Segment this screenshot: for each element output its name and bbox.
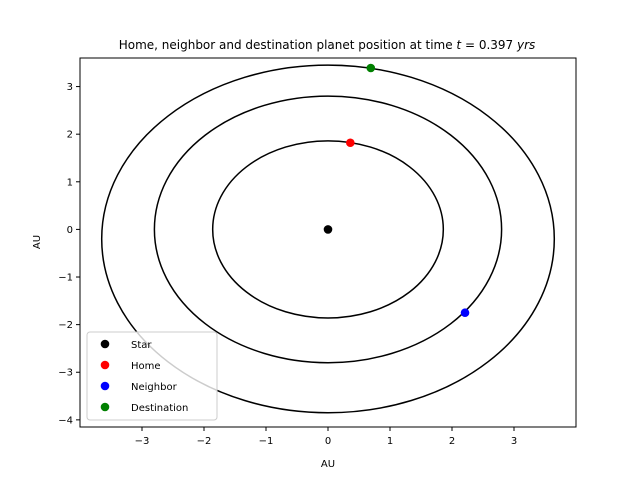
x-tick-label: −2 [197, 436, 212, 447]
x-tick-label: 0 [325, 436, 331, 447]
y-tick-label: −3 [58, 368, 73, 379]
chart-title-var: t [456, 38, 462, 52]
y-tick-label: 1 [67, 177, 73, 188]
chart-title-unit: yrs [516, 38, 535, 52]
y-tick-label: −1 [58, 273, 73, 284]
neighbor-orbit [153, 95, 503, 364]
legend-label-star: Star [131, 340, 152, 351]
x-tick-label: −3 [135, 436, 150, 447]
legend: Star Home Neighbor Destination [86, 331, 218, 421]
point-neighbor [460, 308, 470, 318]
legend-label-destination: Destination [131, 403, 188, 414]
legend-marker-home [100, 360, 110, 370]
legend-marker-destination [100, 402, 110, 412]
orbits-group [100, 64, 556, 414]
x-tick-label: 1 [387, 436, 393, 447]
x-tick-label: 2 [449, 436, 455, 447]
y-tick-label: 0 [67, 225, 73, 236]
y-axis-label: AU [32, 235, 43, 249]
y-tick-label: 3 [67, 82, 73, 93]
x-tick-label: −1 [259, 436, 274, 447]
chart-title: Home, neighbor and destination planet po… [119, 38, 536, 52]
legend-marker-neighbor [100, 381, 110, 391]
home-orbit [211, 140, 445, 319]
y-tick-label: 2 [67, 130, 73, 141]
points-group [323, 63, 470, 318]
legend-label-neighbor: Neighbor [131, 382, 178, 393]
x-axis-label: AU [321, 459, 335, 470]
y-tick-label: −4 [58, 415, 73, 426]
point-home [346, 138, 355, 148]
legend-box [86, 331, 218, 421]
x-axis-ticks: −3 −2 −1 0 1 2 3 [135, 427, 517, 447]
destination-orbit [100, 64, 556, 414]
point-star [323, 225, 333, 234]
chart-title-eq: = 0.397 [461, 38, 517, 52]
legend-marker-star [100, 339, 110, 349]
y-axis-ticks: −4 −3 −2 −1 0 1 2 3 [58, 82, 80, 426]
chart-title-prefix: Home, neighbor and destination planet po… [119, 38, 457, 52]
x-tick-label: 3 [511, 436, 517, 447]
y-tick-label: −2 [58, 320, 73, 331]
point-destination [366, 63, 376, 73]
legend-label-home: Home [131, 361, 161, 372]
